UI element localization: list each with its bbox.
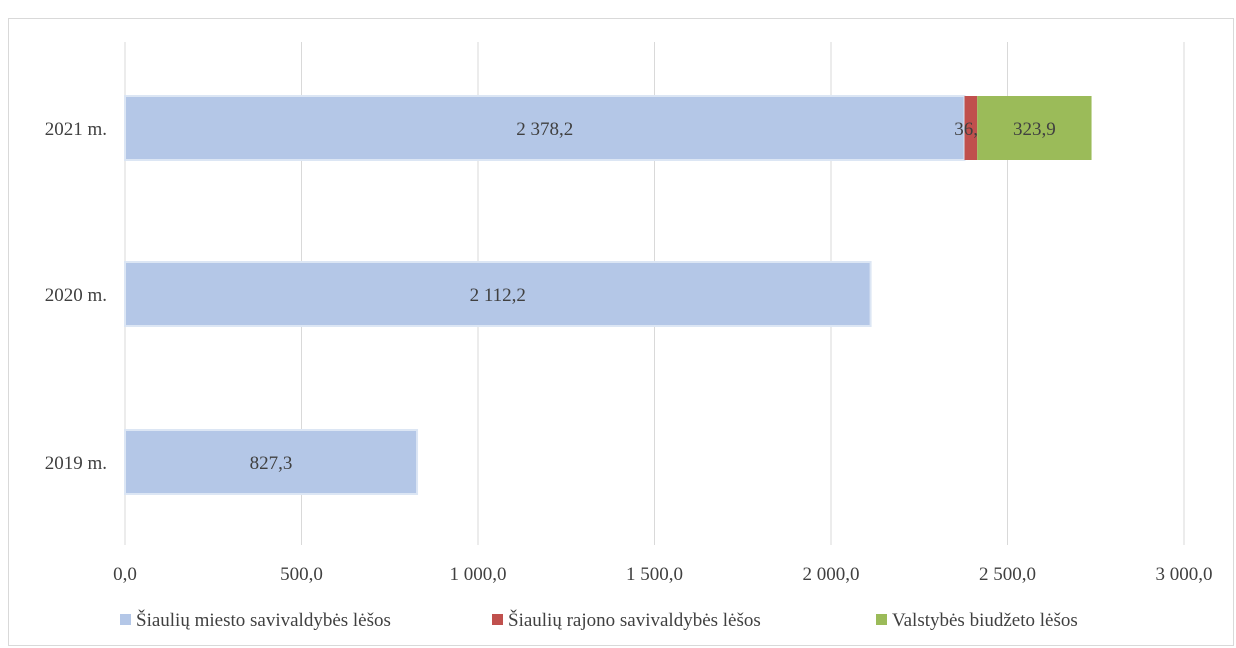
data-label: 2 378,2 (516, 119, 573, 140)
legend-swatch (876, 614, 887, 625)
x-tick-labels: 0,0 500,0 1 000,0 1 500,0 2 000,0 2 500,0 3 00… (113, 564, 1212, 585)
category-label: 2019 m. (45, 453, 107, 474)
legend-label: Valstybės biudžeto lėšos (892, 610, 1078, 631)
category-labels: 2019 m. 2020 m. 2021 m. (45, 119, 107, 474)
data-label: 2 112,2 (470, 285, 526, 306)
bar-segment (964, 96, 978, 160)
legend-label: Šiaulių miesto savivaldybės lėšos (136, 609, 391, 631)
x-tick-label: 2 000,0 (803, 564, 860, 585)
data-label: 323,9 (1013, 119, 1056, 140)
x-tick-label: 2 500,0 (979, 564, 1036, 585)
legend: Šiaulių miesto savivaldybės lėšos Šiaulių… (120, 609, 1078, 631)
category-label: 2021 m. (45, 119, 107, 140)
bar-segment (124, 261, 872, 327)
x-tick-label: 3 000,0 (1156, 564, 1213, 585)
data-label: 827,3 (250, 453, 293, 474)
category-label: 2020 m. (45, 285, 107, 306)
legend-swatch (492, 614, 503, 625)
x-tick-label: 1 500,0 (626, 564, 683, 585)
legend-label: Šiaulių rajono savivaldybės lėšos (508, 609, 761, 631)
x-tick-label: 1 000,0 (450, 564, 507, 585)
x-tick-label: 0,0 (113, 564, 137, 585)
legend-swatch (120, 614, 131, 625)
bars: 827,32 112,22 378,2 36,0 323,9 (124, 95, 1092, 495)
bar-segment (124, 95, 966, 161)
x-tick-label: 500,0 (280, 564, 323, 585)
bar-segment (977, 96, 1092, 160)
bar-segment (124, 429, 419, 495)
